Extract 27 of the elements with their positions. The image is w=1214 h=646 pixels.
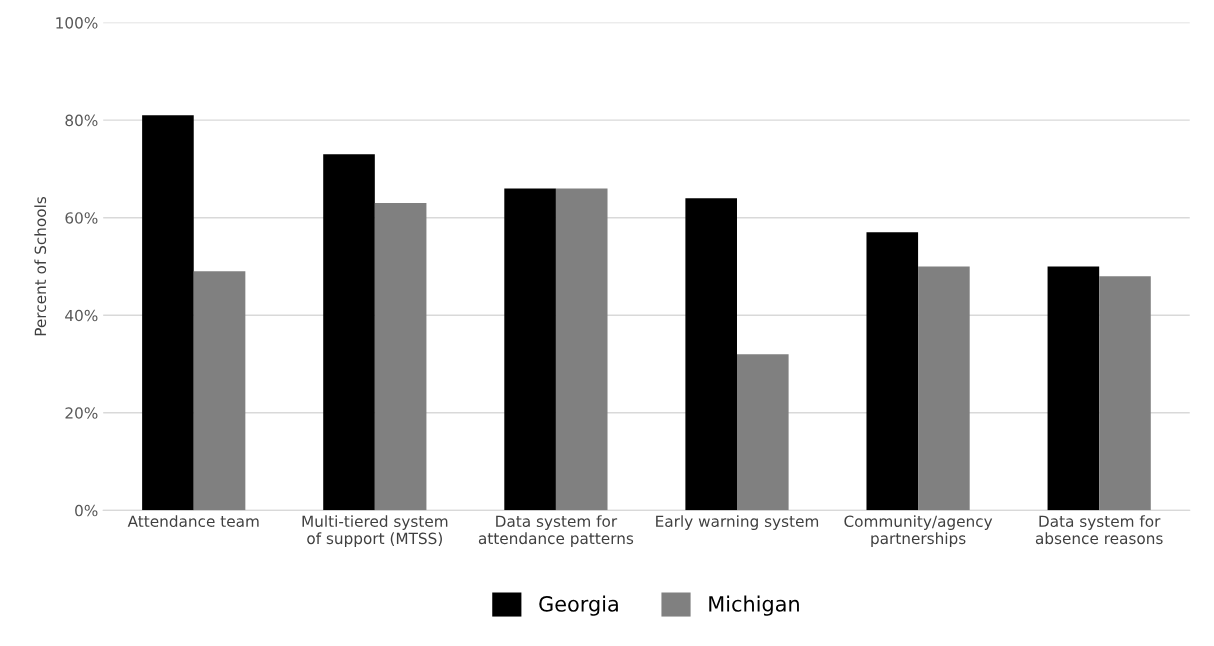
x-tick-label: Data system for attendance patterns (478, 515, 634, 548)
legend-label: Michigan (709, 595, 799, 616)
bar (142, 115, 194, 511)
bar (193, 271, 246, 511)
bar (918, 266, 970, 511)
x-tick-label: Community/agency partnerships (844, 515, 993, 548)
y-tick-label: 60% (65, 212, 98, 224)
y-tick-label: 40% (65, 309, 98, 322)
bar (555, 188, 608, 511)
bar (737, 354, 789, 511)
x-tick-label: Early warning system (656, 515, 819, 530)
x-tick-label: Attendance team (127, 515, 259, 528)
x-tick-label: Multi-tiered system of support (MTSS) (302, 515, 448, 548)
y-tick-label: 0% (75, 504, 98, 517)
bar (1099, 276, 1151, 511)
y-axis-title: Percent of Schools (34, 196, 47, 336)
x-tick-label: Data system for absence reasons (1035, 515, 1163, 545)
bar (1047, 266, 1100, 511)
legend-label: Georgia (539, 595, 618, 616)
y-tick-label: 100% (56, 17, 98, 29)
y-tick-label: 80% (65, 114, 98, 127)
bar (323, 154, 375, 511)
y-tick-label: 20% (65, 407, 98, 419)
bar (374, 203, 427, 511)
bar (685, 198, 737, 511)
bar (866, 232, 919, 511)
bar (504, 188, 556, 511)
